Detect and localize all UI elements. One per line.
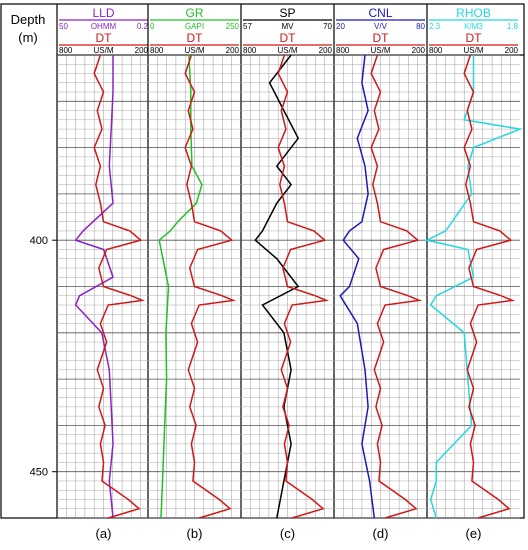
track-1-range-min: 0 [150, 22, 155, 31]
track-4-range-max: 1.8 [507, 22, 519, 31]
track-3-range-max: 80 [416, 22, 425, 31]
depth-axis-unit: (m) [18, 30, 38, 45]
track-1-dt-range-max: 200 [226, 46, 240, 55]
track-2-dt-unit: US/M [278, 46, 298, 55]
track-3-dt-range-max: 200 [412, 46, 426, 55]
track-2-dt-range-max: 200 [319, 46, 333, 55]
track-3-dt-curve [370, 54, 423, 519]
track-3-unit: V/V [374, 22, 388, 31]
track-0-dt-curve [93, 54, 146, 519]
track-2-dt-range-min: 800 [243, 46, 257, 55]
track-1-gr-curve [158, 54, 203, 519]
depth-tick-label: 450 [30, 467, 48, 479]
track-0-dt-range-min: 800 [59, 46, 73, 55]
track-3-cnl-curve [339, 54, 376, 519]
track-2-unit: MV [282, 22, 295, 31]
panel-label-0: (a) [96, 526, 112, 541]
track-4-dt-curve [463, 54, 516, 519]
track-3-grid [334, 54, 427, 519]
track-4-curve-name: RHOB [456, 6, 491, 20]
track-0-range-min: 50 [59, 22, 68, 31]
depth-tick-label: 400 [30, 235, 48, 247]
track-4-unit: K/M3 [464, 22, 483, 31]
track-1-range-max: 250 [226, 22, 240, 31]
track-1-grid [148, 54, 241, 519]
track-1-dt-name: DT [187, 31, 204, 45]
track-1-curve-name: GR [186, 6, 204, 20]
depth-axis-label: Depth [11, 12, 46, 27]
track-3-range-min: 20 [336, 22, 345, 31]
track-0-dt-name: DT [96, 31, 113, 45]
track-3-dt-unit: US/M [371, 46, 391, 55]
track-1-unit: GAPI [185, 22, 204, 31]
track-2-curve-name: SP [279, 6, 295, 20]
track-1-dt-unit: US/M [185, 46, 205, 55]
track-0-dt-unit: US/M [94, 46, 114, 55]
panel-label-1: (b) [187, 526, 203, 541]
track-3-curve-name: CNL [368, 6, 392, 20]
track-4-dt-range-min: 800 [429, 46, 443, 55]
track-4-dt-name: DT [466, 31, 483, 45]
panel-label-3: (d) [373, 526, 389, 541]
track-3-dt-name: DT [373, 31, 390, 45]
track-2-dt-name: DT [280, 31, 297, 45]
track-2-grid [241, 54, 334, 519]
track-0-lld-curve [74, 55, 114, 519]
track-3-dt-range-min: 800 [336, 46, 350, 55]
panel-label-2: (c) [280, 526, 295, 541]
track-1-dt-curve [184, 54, 237, 519]
track-0-curve-name: LLD [92, 6, 114, 20]
track-4-dt-unit: US/M [464, 46, 484, 55]
track-0-unit: OHMM [91, 22, 117, 31]
track-0-range-max: 0.2 [137, 22, 149, 31]
track-1-dt-range-min: 800 [150, 46, 164, 55]
track-2-range-max: 70 [323, 22, 332, 31]
track-0-dt-range-max: 200 [135, 46, 149, 55]
track-2-dt-curve [277, 54, 330, 519]
track-4-dt-range-max: 200 [505, 46, 519, 55]
panel-label-4: (e) [466, 526, 482, 541]
track-4-range-min: 2.3 [429, 22, 441, 31]
track-2-range-min: 57 [243, 22, 252, 31]
